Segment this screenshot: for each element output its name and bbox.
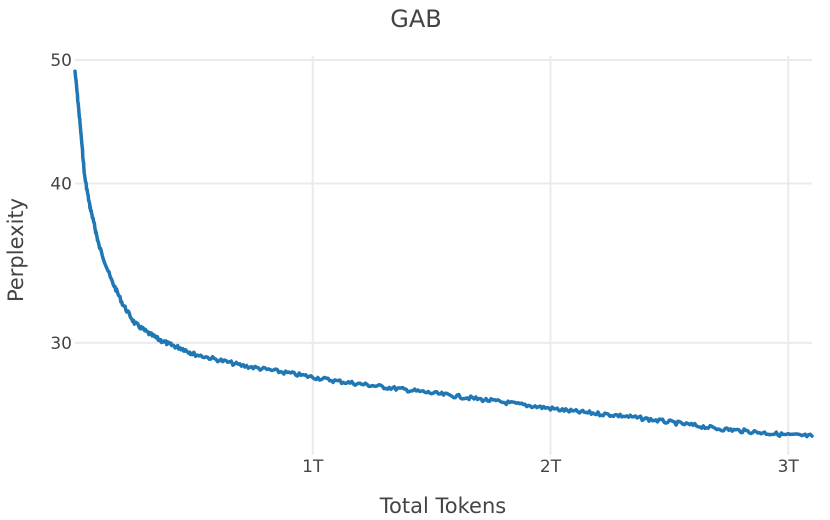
chart-title: GAB <box>390 5 441 33</box>
y-tick-label: 30 <box>50 334 72 354</box>
series-layer <box>73 69 814 439</box>
grid <box>75 56 812 455</box>
y-tick-label: 40 <box>50 175 72 195</box>
x-tick-label: 1T <box>302 457 324 477</box>
series-line <box>73 69 814 439</box>
tick-labels: 30 40 50 1T 2T 3T <box>50 51 799 477</box>
x-axis-title: Total Tokens <box>379 494 506 518</box>
x-tick-label: 2T <box>540 457 562 477</box>
y-tick-label: 50 <box>50 51 72 71</box>
x-tick-label: 3T <box>778 457 800 477</box>
y-axis-title: Perplexity <box>4 198 28 302</box>
